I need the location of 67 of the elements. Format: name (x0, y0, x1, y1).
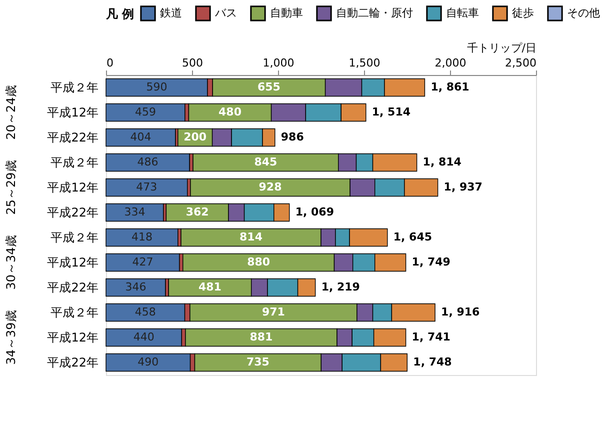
data-label: 655 (257, 80, 280, 94)
data-label: 928 (258, 180, 282, 194)
x-tick-label: 500 (182, 56, 203, 70)
data-label: 490 (138, 356, 159, 368)
total-label: 986 (280, 130, 304, 144)
data-label: 486 (137, 156, 158, 168)
data-label: 735 (246, 356, 270, 368)
data-label: 346 (125, 280, 146, 294)
legend-label: 自転車 (446, 6, 479, 20)
data-label: 480 (218, 106, 242, 118)
legend-label: 自動二輪・原付 (336, 6, 413, 20)
legend-label: 鉄道 (160, 6, 182, 20)
x-axis-title: 千トリップ/日 (466, 42, 536, 54)
total-label: 1, 937 (444, 180, 482, 194)
x-tick-label: 1,500 (348, 56, 380, 70)
y-tick-label: 平成22年 (47, 356, 98, 370)
total-label: 1, 814 (422, 156, 462, 168)
data-label: 200 (184, 130, 207, 144)
text: 30～34歳 (4, 235, 18, 290)
y-tick-label: 平成２年 (50, 230, 98, 244)
y-tick-label: 平成12年 (47, 256, 98, 270)
y-tick-label: 平成22年 (47, 206, 98, 220)
data-label: 473 (136, 180, 158, 194)
legend-label: バス (214, 6, 237, 20)
total-label: 1, 861 (430, 80, 470, 94)
x-tick-label: 2,000 (434, 56, 466, 70)
total-label: 1, 741 (412, 330, 450, 344)
data-label: 481 (198, 280, 222, 294)
data-label: 427 (132, 256, 154, 268)
data-label: 590 (146, 80, 168, 94)
data-label: 440 (133, 330, 154, 344)
total-label: 1, 645 (393, 230, 432, 244)
y-tick-label: 平成12年 (47, 106, 98, 120)
data-label: 362 (186, 206, 209, 218)
data-label: 880 (247, 256, 270, 268)
data-label: 458 (134, 306, 156, 318)
total-label: 1, 514 (372, 106, 411, 118)
y-tick-label: 平成12年 (47, 180, 98, 194)
data-label: 418 (131, 230, 152, 244)
data-label: 881 (250, 330, 273, 344)
y-tick-label: 平成12年 (47, 330, 98, 344)
x-tick-label: 2,500 (505, 56, 536, 70)
legend-label: 徒歩 (512, 6, 534, 20)
y-tick-label: 平成２年 (50, 156, 98, 170)
total-label: 1, 069 (295, 206, 334, 218)
legend-label: 自動車 (270, 6, 303, 20)
x-tick-label: 1,000 (262, 56, 294, 70)
legend-title: 凡 例 (105, 7, 134, 21)
total-label: 1, 748 (413, 356, 452, 368)
text: 34～39歳 (4, 310, 18, 365)
y-tick-label: 平成22年 (47, 280, 98, 294)
data-label: 334 (124, 206, 146, 218)
text: 20～24歳 (4, 85, 18, 140)
data-label: 971 (262, 306, 285, 318)
y-tick-label: 平成２年 (50, 80, 98, 94)
total-label: 1, 916 (441, 306, 480, 318)
y-tick-label: 平成２年 (50, 306, 98, 320)
y-tick-label: 平成22年 (47, 130, 98, 144)
x-tick-label: 0 (106, 56, 114, 70)
total-label: 1, 219 (321, 280, 360, 294)
data-label: 459 (134, 106, 156, 118)
data-label: 404 (130, 130, 152, 144)
total-label: 1, 749 (412, 256, 450, 268)
data-label: 814 (240, 230, 263, 244)
legend-label: その他 (567, 6, 600, 20)
data-label: 845 (254, 156, 278, 168)
text: 25～29歳 (4, 160, 18, 215)
